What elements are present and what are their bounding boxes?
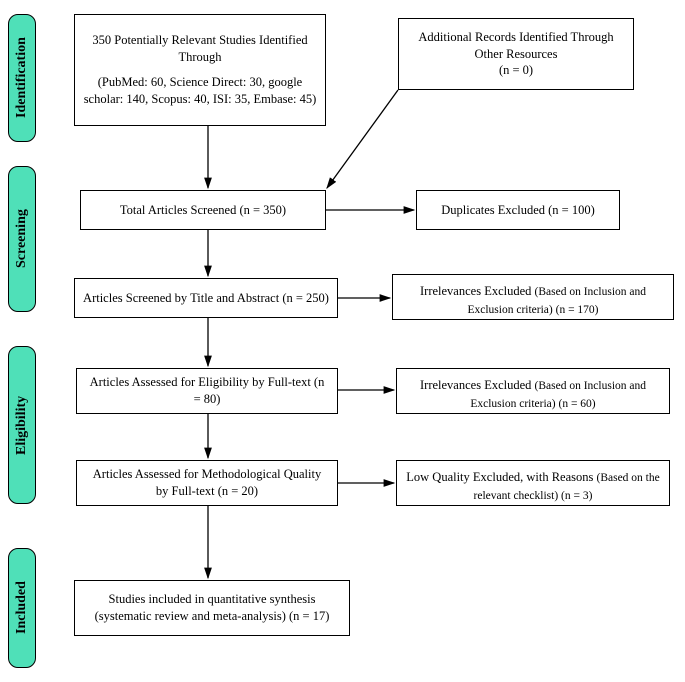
- box-additional-text: Additional Records Identified Through Ot…: [407, 29, 625, 63]
- box-potential-title: 350 Potentially Relevant Studies Identif…: [83, 32, 317, 66]
- box-total-screened: Total Articles Screened (n = 350): [80, 190, 326, 230]
- box-duplicates: Duplicates Excluded (n = 100): [416, 190, 620, 230]
- stage-eligibility: Eligibility: [8, 346, 36, 504]
- box-lowq-a: Low Quality Excluded, with Reasons: [406, 470, 596, 484]
- box-irrel2-a: Irrelevances Excluded: [420, 378, 535, 392]
- box-additional: Additional Records Identified Through Ot…: [398, 18, 634, 90]
- box-quality: Articles Assessed for Methodological Qua…: [76, 460, 338, 506]
- box-title-abstract: Articles Screened by Title and Abstract …: [74, 278, 338, 318]
- stage-included: Included: [8, 548, 36, 668]
- box-irrel2: Irrelevances Excluded (Based on Inclusio…: [396, 368, 670, 414]
- box-irrel1-a: Irrelevances Excluded: [420, 284, 535, 298]
- box-potential: 350 Potentially Relevant Studies Identif…: [74, 14, 326, 126]
- stage-screening: Screening: [8, 166, 36, 312]
- stage-identification: Identification: [8, 14, 36, 142]
- box-fulltext: Articles Assessed for Eligibility by Ful…: [76, 368, 338, 414]
- box-lowq: Low Quality Excluded, with Reasons (Base…: [396, 460, 670, 506]
- box-irrel1: Irrelevances Excluded (Based on Inclusio…: [392, 274, 674, 320]
- box-additional-n: (n = 0): [499, 62, 533, 79]
- box-potential-detail: (PubMed: 60, Science Direct: 30, google …: [83, 74, 317, 108]
- box-included: Studies included in quantitative synthes…: [74, 580, 350, 636]
